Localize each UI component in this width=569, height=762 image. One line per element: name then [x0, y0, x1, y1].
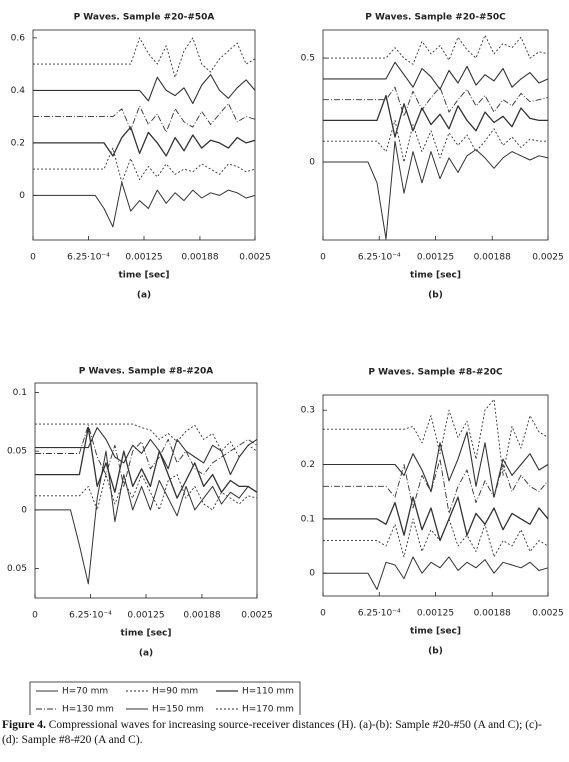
y-tick-label: 0.2	[301, 460, 315, 470]
x-tick-label: 0.00125	[417, 609, 454, 619]
x-tick-label: 0	[30, 253, 36, 263]
x-tick-label: 0.0025	[532, 253, 564, 263]
waveform	[323, 496, 549, 542]
panel-label: (b)	[428, 647, 443, 657]
waveform	[35, 427, 258, 476]
plot-frame	[34, 382, 258, 599]
caption: Figure 4. Compressional waves for increa…	[2, 718, 557, 748]
x-tick-label: 0.00125	[417, 253, 454, 263]
y-tick-label: 0	[21, 505, 27, 515]
waveform	[33, 181, 256, 228]
x-tick-label: 0.00125	[127, 611, 164, 621]
waveform	[35, 450, 258, 585]
x-tick-label: 0.00188	[474, 253, 511, 263]
x-tick-label: 6.25·10⁻⁴	[358, 253, 401, 263]
plot-frame	[322, 29, 549, 241]
waveform	[35, 474, 258, 511]
waveform	[33, 37, 256, 78]
waveform	[35, 424, 258, 487]
x-tick-label: 0.00188	[474, 609, 511, 619]
panel-label: (a)	[137, 291, 151, 301]
legend-label: H=150 mm	[152, 705, 204, 715]
x-axis-label: time [sec]	[410, 627, 461, 637]
chart-title: P Waves. Sample #20-#50A	[74, 13, 215, 23]
waveform	[323, 458, 549, 514]
x-tick-label: 6.25·10⁻⁴	[69, 611, 112, 621]
chart-title: P Waves. Sample #8-#20C	[368, 368, 503, 378]
y-tick-label: 0.3	[301, 406, 315, 416]
x-axis-label: time [sec]	[410, 271, 461, 281]
legend-label: H=90 mm	[152, 687, 198, 697]
legend-box	[29, 681, 301, 715]
waveform	[323, 518, 549, 558]
waveform	[323, 94, 548, 138]
waveform	[323, 398, 549, 476]
caption-text: Compressional waves for increasing sourc…	[2, 719, 542, 746]
y-tick-label: 0	[309, 569, 315, 579]
waveform	[33, 74, 256, 105]
x-axis-label: time [sec]	[120, 629, 171, 639]
x-tick-label: 0.00125	[125, 253, 162, 263]
panel-label: (b)	[428, 291, 443, 301]
y-tick-label: 0.05	[7, 447, 27, 457]
waveform	[35, 426, 258, 499]
waveform	[323, 140, 549, 240]
x-tick-label: 0	[320, 253, 326, 263]
panel-label: (a)	[139, 649, 153, 659]
waveform	[323, 34, 549, 65]
waveform	[323, 86, 549, 117]
waveform	[323, 556, 549, 590]
y-tick-label: 0.05	[7, 564, 27, 574]
x-tick-label: 0.00188	[181, 253, 218, 263]
x-tick-label: 0.0025	[239, 253, 271, 263]
x-tick-label: 0.0025	[241, 611, 273, 621]
x-axis-label: time [sec]	[118, 271, 169, 281]
x-tick-label: 0.0025	[532, 609, 564, 619]
waveform	[35, 423, 258, 458]
chart-title: P Waves. Sample #8-#20A	[79, 367, 214, 377]
waveform	[33, 147, 256, 183]
waveform	[33, 103, 256, 133]
waveform	[323, 61, 549, 90]
x-tick-label: 0	[32, 611, 38, 621]
legend-label: H=130 mm	[62, 705, 114, 715]
y-tick-label: 0	[19, 191, 25, 201]
x-tick-label: 0.00188	[183, 611, 220, 621]
x-tick-label: 0	[320, 609, 326, 619]
legend-label: H=70 mm	[62, 687, 108, 697]
waveform	[33, 126, 256, 157]
y-tick-label: 0.6	[11, 33, 26, 43]
y-tick-label: 0.5	[301, 54, 315, 64]
waveform	[323, 119, 548, 163]
waveform	[323, 431, 549, 498]
legend-label: H=170 mm	[242, 705, 294, 715]
caption-label: Figure 4.	[2, 719, 46, 731]
x-tick-label: 6.25·10⁻⁴	[67, 253, 110, 263]
y-tick-label: 0.4	[11, 86, 26, 96]
plot-frame	[32, 29, 256, 241]
y-tick-label: 0.1	[13, 388, 27, 398]
chart-title: P Waves. Sample #20-#50C	[365, 13, 506, 23]
x-tick-label: 6.25·10⁻⁴	[358, 609, 401, 619]
y-tick-label: 0	[309, 158, 315, 168]
figure: P Waves. Sample #20-#50A 0 0.2 0.4 0.6 0 6.25·…	[7, 13, 564, 715]
y-tick-label: 0.1	[301, 514, 315, 524]
y-tick-label: 0.2	[11, 138, 25, 148]
legend-label: H=110 mm	[242, 687, 294, 697]
